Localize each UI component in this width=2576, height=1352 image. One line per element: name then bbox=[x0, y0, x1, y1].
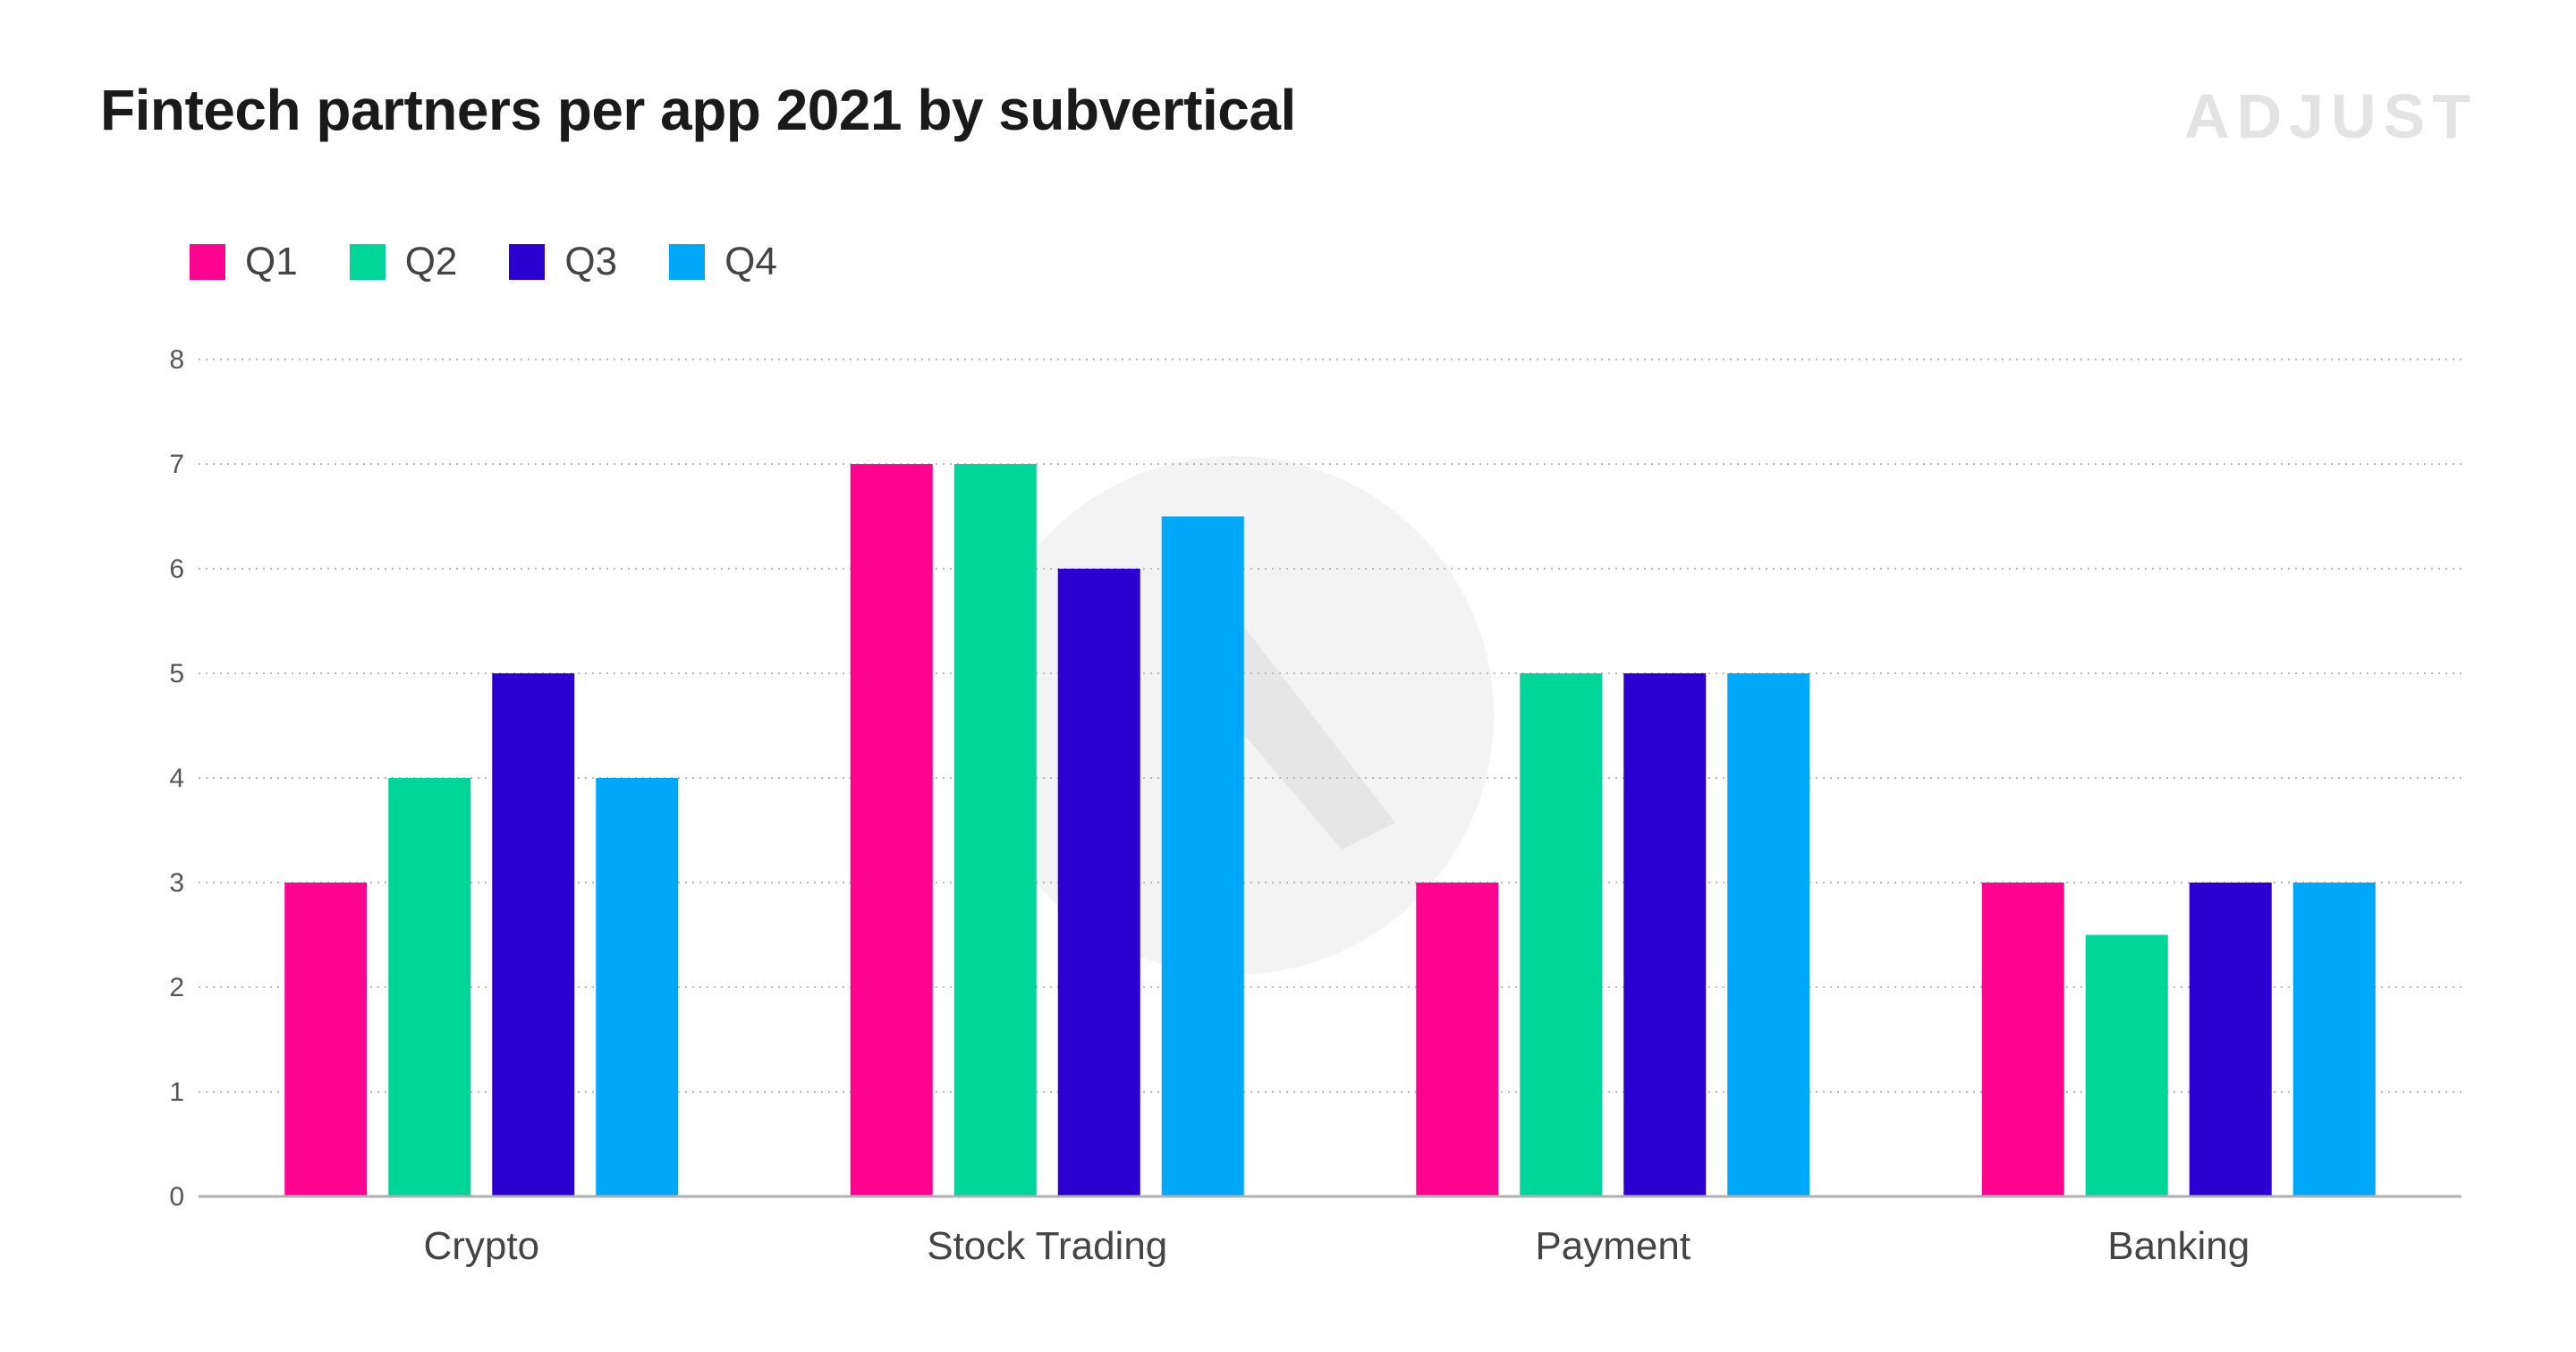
gridlines bbox=[199, 359, 2462, 1093]
x-category-label: Payment bbox=[1535, 1224, 1690, 1268]
bars bbox=[284, 464, 2376, 1196]
y-tick-label: 6 bbox=[169, 554, 184, 584]
legend-item-q4: Q4 bbox=[669, 240, 777, 284]
y-tick-label: 3 bbox=[169, 868, 184, 898]
legend-swatch-q2 bbox=[349, 244, 386, 280]
x-category-label: Crypto bbox=[423, 1224, 539, 1268]
bar-banking-q2 bbox=[2085, 934, 2168, 1196]
legend: Q1 Q2 Q3 Q4 bbox=[190, 240, 829, 284]
legend-label-q1: Q1 bbox=[245, 240, 298, 283]
legend-swatch-q3 bbox=[509, 244, 546, 280]
legend-label-q3: Q3 bbox=[564, 240, 618, 283]
legend-label-q4: Q4 bbox=[724, 240, 777, 283]
legend-item-q1: Q1 bbox=[190, 240, 298, 284]
bar-stock-trading-q3 bbox=[1057, 569, 1140, 1196]
legend-item-q3: Q3 bbox=[509, 240, 617, 284]
bar-stock-trading-q2 bbox=[953, 464, 1037, 1196]
x-category-label: Stock Trading bbox=[927, 1224, 1167, 1268]
legend-label-q2: Q2 bbox=[404, 240, 458, 283]
x-category-label: Banking bbox=[2107, 1224, 2250, 1268]
y-tick-label: 0 bbox=[169, 1182, 184, 1212]
legend-item-q2: Q2 bbox=[349, 240, 458, 284]
y-tick-label: 5 bbox=[169, 659, 184, 689]
bar-crypto-q2 bbox=[388, 778, 471, 1196]
brand-logo: ADJUST bbox=[2183, 81, 2478, 151]
bar-stock-trading-q1 bbox=[850, 464, 933, 1196]
bar-crypto-q1 bbox=[284, 883, 368, 1196]
y-tick-label: 2 bbox=[169, 973, 184, 1002]
legend-swatch-q1 bbox=[190, 244, 225, 280]
y-tick-label: 1 bbox=[169, 1077, 184, 1107]
bar-stock-trading-q4 bbox=[1161, 516, 1244, 1196]
bar-banking-q3 bbox=[2189, 883, 2272, 1196]
bar-payment-q1 bbox=[1416, 883, 1499, 1196]
legend-swatch-q4 bbox=[669, 244, 706, 280]
bar-payment-q2 bbox=[1520, 673, 1603, 1196]
chart-title: Fintech partners per app 2021 by subvert… bbox=[100, 78, 1296, 142]
y-tick-label: 4 bbox=[169, 764, 184, 793]
bar-crypto-q4 bbox=[596, 778, 679, 1196]
y-tick-label: 8 bbox=[169, 345, 184, 375]
bar-banking-q1 bbox=[1981, 883, 2064, 1196]
bar-payment-q4 bbox=[1727, 673, 1810, 1196]
bar-banking-q4 bbox=[2292, 883, 2376, 1196]
bar-crypto-q3 bbox=[492, 673, 575, 1196]
y-tick-label: 7 bbox=[169, 450, 184, 479]
x-axis-labels: Crypto Stock Trading Payment Banking bbox=[423, 1224, 2250, 1268]
y-axis-ticks: 0 1 2 3 4 5 6 7 8 bbox=[169, 345, 184, 1212]
bar-payment-q3 bbox=[1623, 673, 1707, 1196]
